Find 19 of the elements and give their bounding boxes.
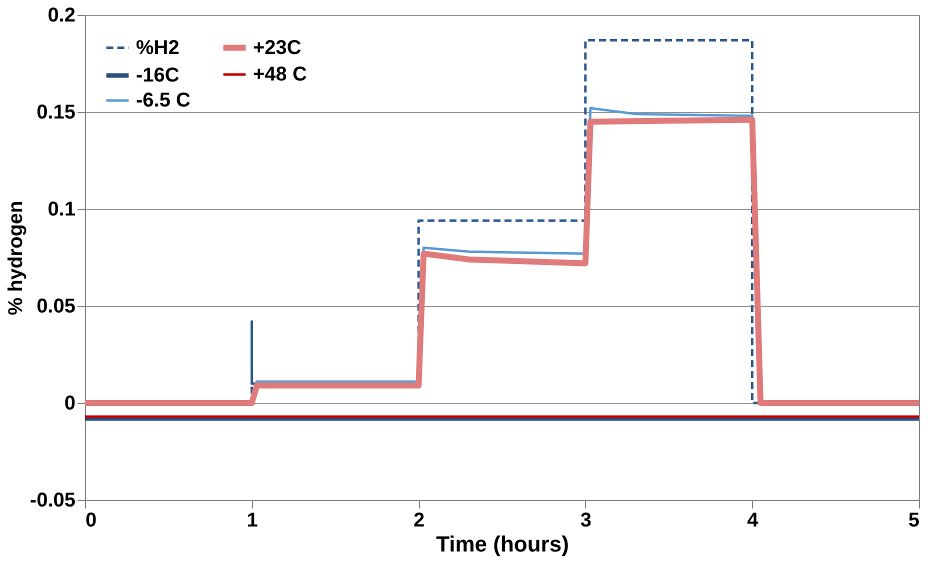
x-tick-label: 2 (414, 510, 425, 532)
y-tick-label: -0.05 (30, 490, 76, 512)
y-axis-title: % hydrogen (4, 200, 27, 316)
legend-label: +23C (253, 36, 302, 59)
x-axis-title: Time (hours) (436, 532, 569, 556)
y-tick-label: 0.2 (48, 4, 76, 26)
x-tick-label: 4 (747, 510, 760, 532)
x-tick-label: 5 (908, 510, 920, 532)
legend-label: %H2 (136, 36, 180, 59)
y-tick-label: 0.15 (36, 102, 76, 124)
legend-label: -16C (136, 64, 180, 86)
y-tick-label: 0 (64, 392, 76, 414)
legend-label: +48 C (253, 64, 307, 86)
y-tick-label: 0.05 (36, 296, 76, 318)
legend-label: -6.5 C (136, 90, 190, 112)
x-tick-label: 3 (580, 510, 592, 532)
x-tick-label: 1 (246, 510, 258, 532)
y-tick-label: 0.1 (48, 198, 76, 220)
x-tick-label: 0 (86, 510, 97, 532)
